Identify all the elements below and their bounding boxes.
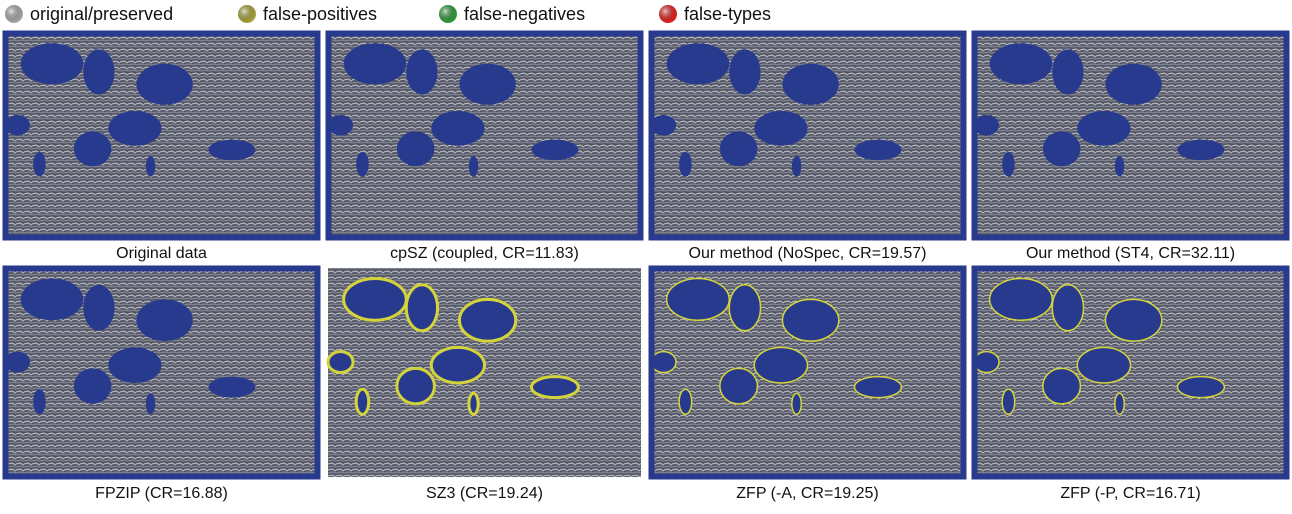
legend: original/preserved false-positives false-n… — [5, 4, 771, 24]
panel-land — [33, 389, 46, 414]
panel-land — [356, 152, 369, 177]
panel-land — [1177, 377, 1224, 398]
panel-land — [974, 115, 999, 136]
legend-marker-shine — [439, 5, 457, 23]
legend-label: original/preserved — [30, 4, 173, 24]
panel-caption: SZ3 (CR=19.24) — [426, 485, 543, 502]
panel-land — [74, 131, 112, 166]
panel-land — [397, 131, 435, 166]
panel-land — [720, 368, 758, 404]
panel-land — [5, 352, 30, 373]
panel-land — [431, 347, 484, 383]
panel-land — [21, 278, 84, 320]
panel-land — [651, 352, 676, 373]
panel-land — [406, 49, 437, 94]
legend-marker-shine — [5, 5, 23, 23]
panel-caption: Our method (ST4, CR=32.11) — [1026, 245, 1235, 262]
panel: cpSZ (coupled, CR=11.83) — [328, 33, 641, 262]
panel-land — [990, 278, 1053, 320]
panel-land — [33, 152, 46, 177]
figure: original/preserved false-positives false-n… — [0, 0, 1292, 509]
panel-land — [754, 111, 807, 146]
legend-marker-shine — [659, 5, 677, 23]
panel-land — [208, 140, 255, 161]
panel-land — [146, 156, 155, 177]
panel-land — [974, 352, 999, 373]
panel-land — [328, 115, 353, 136]
panel-caption: ZFP (-P, CR=16.71) — [1060, 485, 1200, 502]
panel-land — [469, 156, 478, 177]
panel-land — [1105, 299, 1161, 341]
panel-land — [136, 64, 192, 105]
panel-caption: Our method (NoSpec, CR=19.57) — [689, 245, 927, 262]
panel: Our method (ST4, CR=32.11) — [974, 33, 1287, 262]
panel-land — [108, 347, 161, 383]
panel-land — [1052, 285, 1083, 331]
legend-label: false-negatives — [464, 4, 585, 24]
panel: Our method (NoSpec, CR=19.57) — [651, 33, 964, 262]
panel-land — [469, 393, 478, 414]
panel-land — [667, 43, 730, 84]
panel: SZ3 (CR=19.24) — [328, 268, 641, 502]
panel-land — [108, 111, 161, 146]
panel-land — [651, 115, 676, 136]
panel: FPZIP (CR=16.88) — [5, 268, 318, 502]
panel-land — [1077, 111, 1130, 146]
legend-label: false-types — [684, 4, 771, 24]
panel-land — [459, 299, 515, 341]
panel-land — [5, 115, 30, 136]
panel-caption: FPZIP (CR=16.88) — [95, 485, 228, 502]
panel-land — [754, 347, 807, 383]
panel-land — [854, 377, 901, 398]
panel-land — [406, 285, 437, 331]
panel-land — [328, 352, 353, 373]
panel-land — [208, 377, 255, 398]
panel-land — [1105, 64, 1161, 105]
legend-marker-shine — [238, 5, 256, 23]
panel-land — [397, 368, 435, 404]
panel-land — [782, 64, 838, 105]
panel-land — [792, 393, 801, 414]
panel-land — [531, 377, 578, 398]
panel-land — [1043, 131, 1081, 166]
panel-land — [782, 299, 838, 341]
legend-label: false-positives — [263, 4, 377, 24]
panel-land — [431, 111, 484, 146]
panel-land — [146, 393, 155, 414]
panel-land — [854, 140, 901, 161]
panel-land — [356, 389, 369, 414]
panel-caption: cpSZ (coupled, CR=11.83) — [390, 245, 579, 262]
panel-land — [679, 152, 692, 177]
panel: Original data — [5, 33, 318, 262]
panel-land — [83, 49, 114, 94]
panel: ZFP (-P, CR=16.71) — [974, 268, 1287, 502]
panel-land — [531, 140, 578, 161]
panel: ZFP (-A, CR=19.25) — [651, 268, 964, 502]
panel-land — [1077, 347, 1130, 383]
panel-land — [990, 43, 1053, 84]
panel-land — [459, 64, 515, 105]
panel-land — [1052, 49, 1083, 94]
panel-land — [729, 49, 760, 94]
panel-land — [1002, 152, 1015, 177]
panel-land — [1177, 140, 1224, 161]
panel-caption: Original data — [116, 245, 207, 262]
panel-land — [1043, 368, 1081, 404]
panel-land — [136, 299, 192, 341]
panel-land — [344, 278, 407, 320]
panel-land — [21, 43, 84, 84]
panel-land — [792, 156, 801, 177]
panel-land — [667, 278, 730, 320]
panel-land — [720, 131, 758, 166]
panel-land — [344, 43, 407, 84]
panel-land — [1115, 156, 1124, 177]
panel-land — [1115, 393, 1124, 414]
panel-land — [679, 389, 692, 414]
panel-land — [729, 285, 760, 331]
panel-caption: ZFP (-A, CR=19.25) — [736, 485, 878, 502]
panel-land — [74, 368, 112, 404]
panel-land — [83, 285, 114, 331]
panel-land — [1002, 389, 1015, 414]
panels: Original data cpSZ (coupled, CR=11.83) Our… — [5, 33, 1287, 502]
